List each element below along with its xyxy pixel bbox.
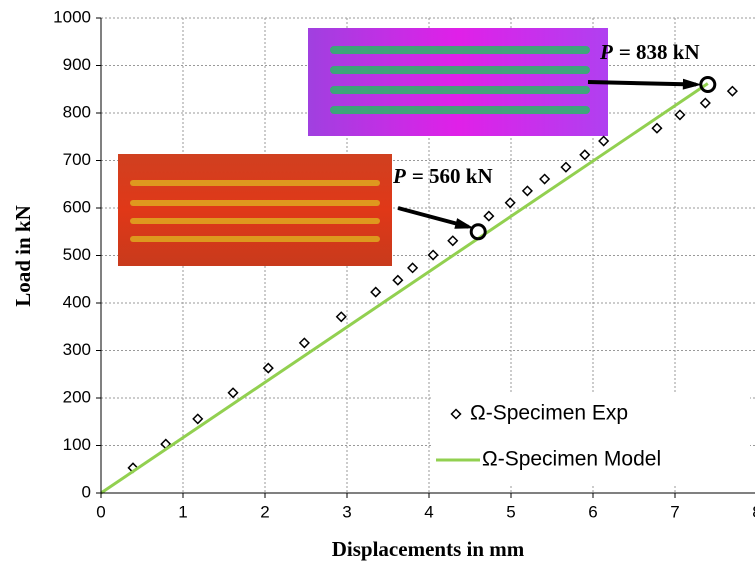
y-tick-label: 100 bbox=[63, 435, 91, 454]
y-tick-label: 600 bbox=[63, 197, 91, 216]
annotation-marker bbox=[471, 225, 485, 239]
fem-image-838 bbox=[308, 28, 608, 136]
x-tick-label: 4 bbox=[424, 502, 433, 521]
data-point bbox=[429, 251, 438, 260]
data-point bbox=[408, 263, 417, 272]
data-point bbox=[506, 198, 515, 207]
data-point bbox=[300, 338, 309, 347]
data-point bbox=[229, 388, 238, 397]
annotation-symbol: P bbox=[599, 40, 613, 64]
arrow-head bbox=[454, 218, 474, 229]
legend-label: Ω-Specimen Exp bbox=[470, 402, 628, 425]
annotation-text: = 838 kN bbox=[619, 40, 700, 64]
y-tick-label: 700 bbox=[63, 150, 91, 169]
y-tick-label: 500 bbox=[63, 245, 91, 264]
data-point bbox=[484, 212, 493, 221]
annotation-symbol: P bbox=[392, 164, 406, 188]
data-point bbox=[193, 414, 202, 423]
y-tick-label: 800 bbox=[63, 102, 91, 121]
y-axis-title: Load in kN bbox=[11, 205, 35, 307]
y-tick-label: 1000 bbox=[53, 7, 91, 26]
y-tick-label: 0 bbox=[82, 482, 91, 501]
data-point bbox=[652, 124, 661, 133]
y-tick-label: 900 bbox=[63, 55, 91, 74]
x-tick-label: 3 bbox=[342, 502, 351, 521]
x-tick-label: 1 bbox=[178, 502, 187, 521]
chart: Displacements in mm Load in kN 010020030… bbox=[0, 0, 755, 568]
x-tick-label: 5 bbox=[506, 502, 515, 521]
y-tick-label: 400 bbox=[63, 292, 91, 311]
x-tick-label: 2 bbox=[260, 502, 269, 521]
data-point bbox=[540, 175, 549, 184]
annotation-label: P= 838 kN bbox=[599, 40, 700, 64]
data-point bbox=[675, 110, 684, 119]
y-tick-label: 200 bbox=[63, 387, 91, 406]
data-point bbox=[580, 150, 589, 159]
legend-label: Ω-Specimen Model bbox=[482, 448, 661, 471]
data-point bbox=[728, 87, 737, 96]
x-tick-label: 6 bbox=[588, 502, 597, 521]
data-point bbox=[371, 288, 380, 297]
annotation-label: P= 560 kN bbox=[392, 164, 493, 188]
data-point bbox=[561, 163, 570, 172]
x-axis-title: Displacements in mm bbox=[332, 537, 525, 561]
data-point bbox=[523, 186, 532, 195]
data-point bbox=[599, 137, 608, 146]
x-tick-label: 0 bbox=[96, 502, 105, 521]
data-point bbox=[337, 312, 346, 321]
fem-images bbox=[118, 28, 608, 266]
y-tick-label: 300 bbox=[63, 340, 91, 359]
data-point bbox=[448, 236, 457, 245]
fem-image-560 bbox=[118, 154, 392, 266]
annotation-arrow bbox=[588, 82, 696, 85]
data-point bbox=[393, 276, 402, 285]
data-point bbox=[701, 99, 710, 108]
x-tick-label: 7 bbox=[670, 502, 679, 521]
annotation-text: = 560 kN bbox=[412, 164, 493, 188]
